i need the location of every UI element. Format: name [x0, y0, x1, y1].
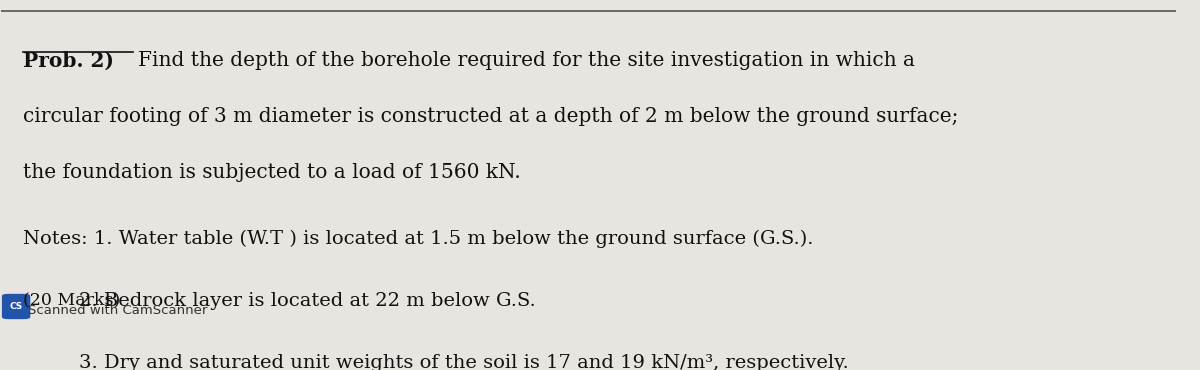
Text: circular footing of 3 m diameter is constructed at a depth of 2 m below the grou: circular footing of 3 m diameter is cons…: [23, 107, 958, 126]
Text: 3. Dry and saturated unit weights of the soil is 17 and 19 kN/m³, respectively.: 3. Dry and saturated unit weights of the…: [79, 354, 848, 370]
Text: Scanned with CamScanner: Scanned with CamScanner: [29, 304, 208, 317]
Text: Notes: 1. Water table (W.T ) is located at 1.5 m below the ground surface (G.S.): Notes: 1. Water table (W.T ) is located …: [23, 230, 814, 248]
FancyBboxPatch shape: [2, 295, 30, 319]
Text: Find the depth of the borehole required for the site investigation in which a: Find the depth of the borehole required …: [138, 51, 914, 70]
Text: Prob. 2): Prob. 2): [23, 51, 114, 71]
Text: CS: CS: [10, 302, 23, 311]
Text: (20 Marks): (20 Marks): [23, 291, 120, 308]
Text: the foundation is subjected to a load of 1560 kN.: the foundation is subjected to a load of…: [23, 163, 521, 182]
Text: 2. Bedrock layer is located at 22 m below G.S.: 2. Bedrock layer is located at 22 m belo…: [79, 292, 535, 310]
